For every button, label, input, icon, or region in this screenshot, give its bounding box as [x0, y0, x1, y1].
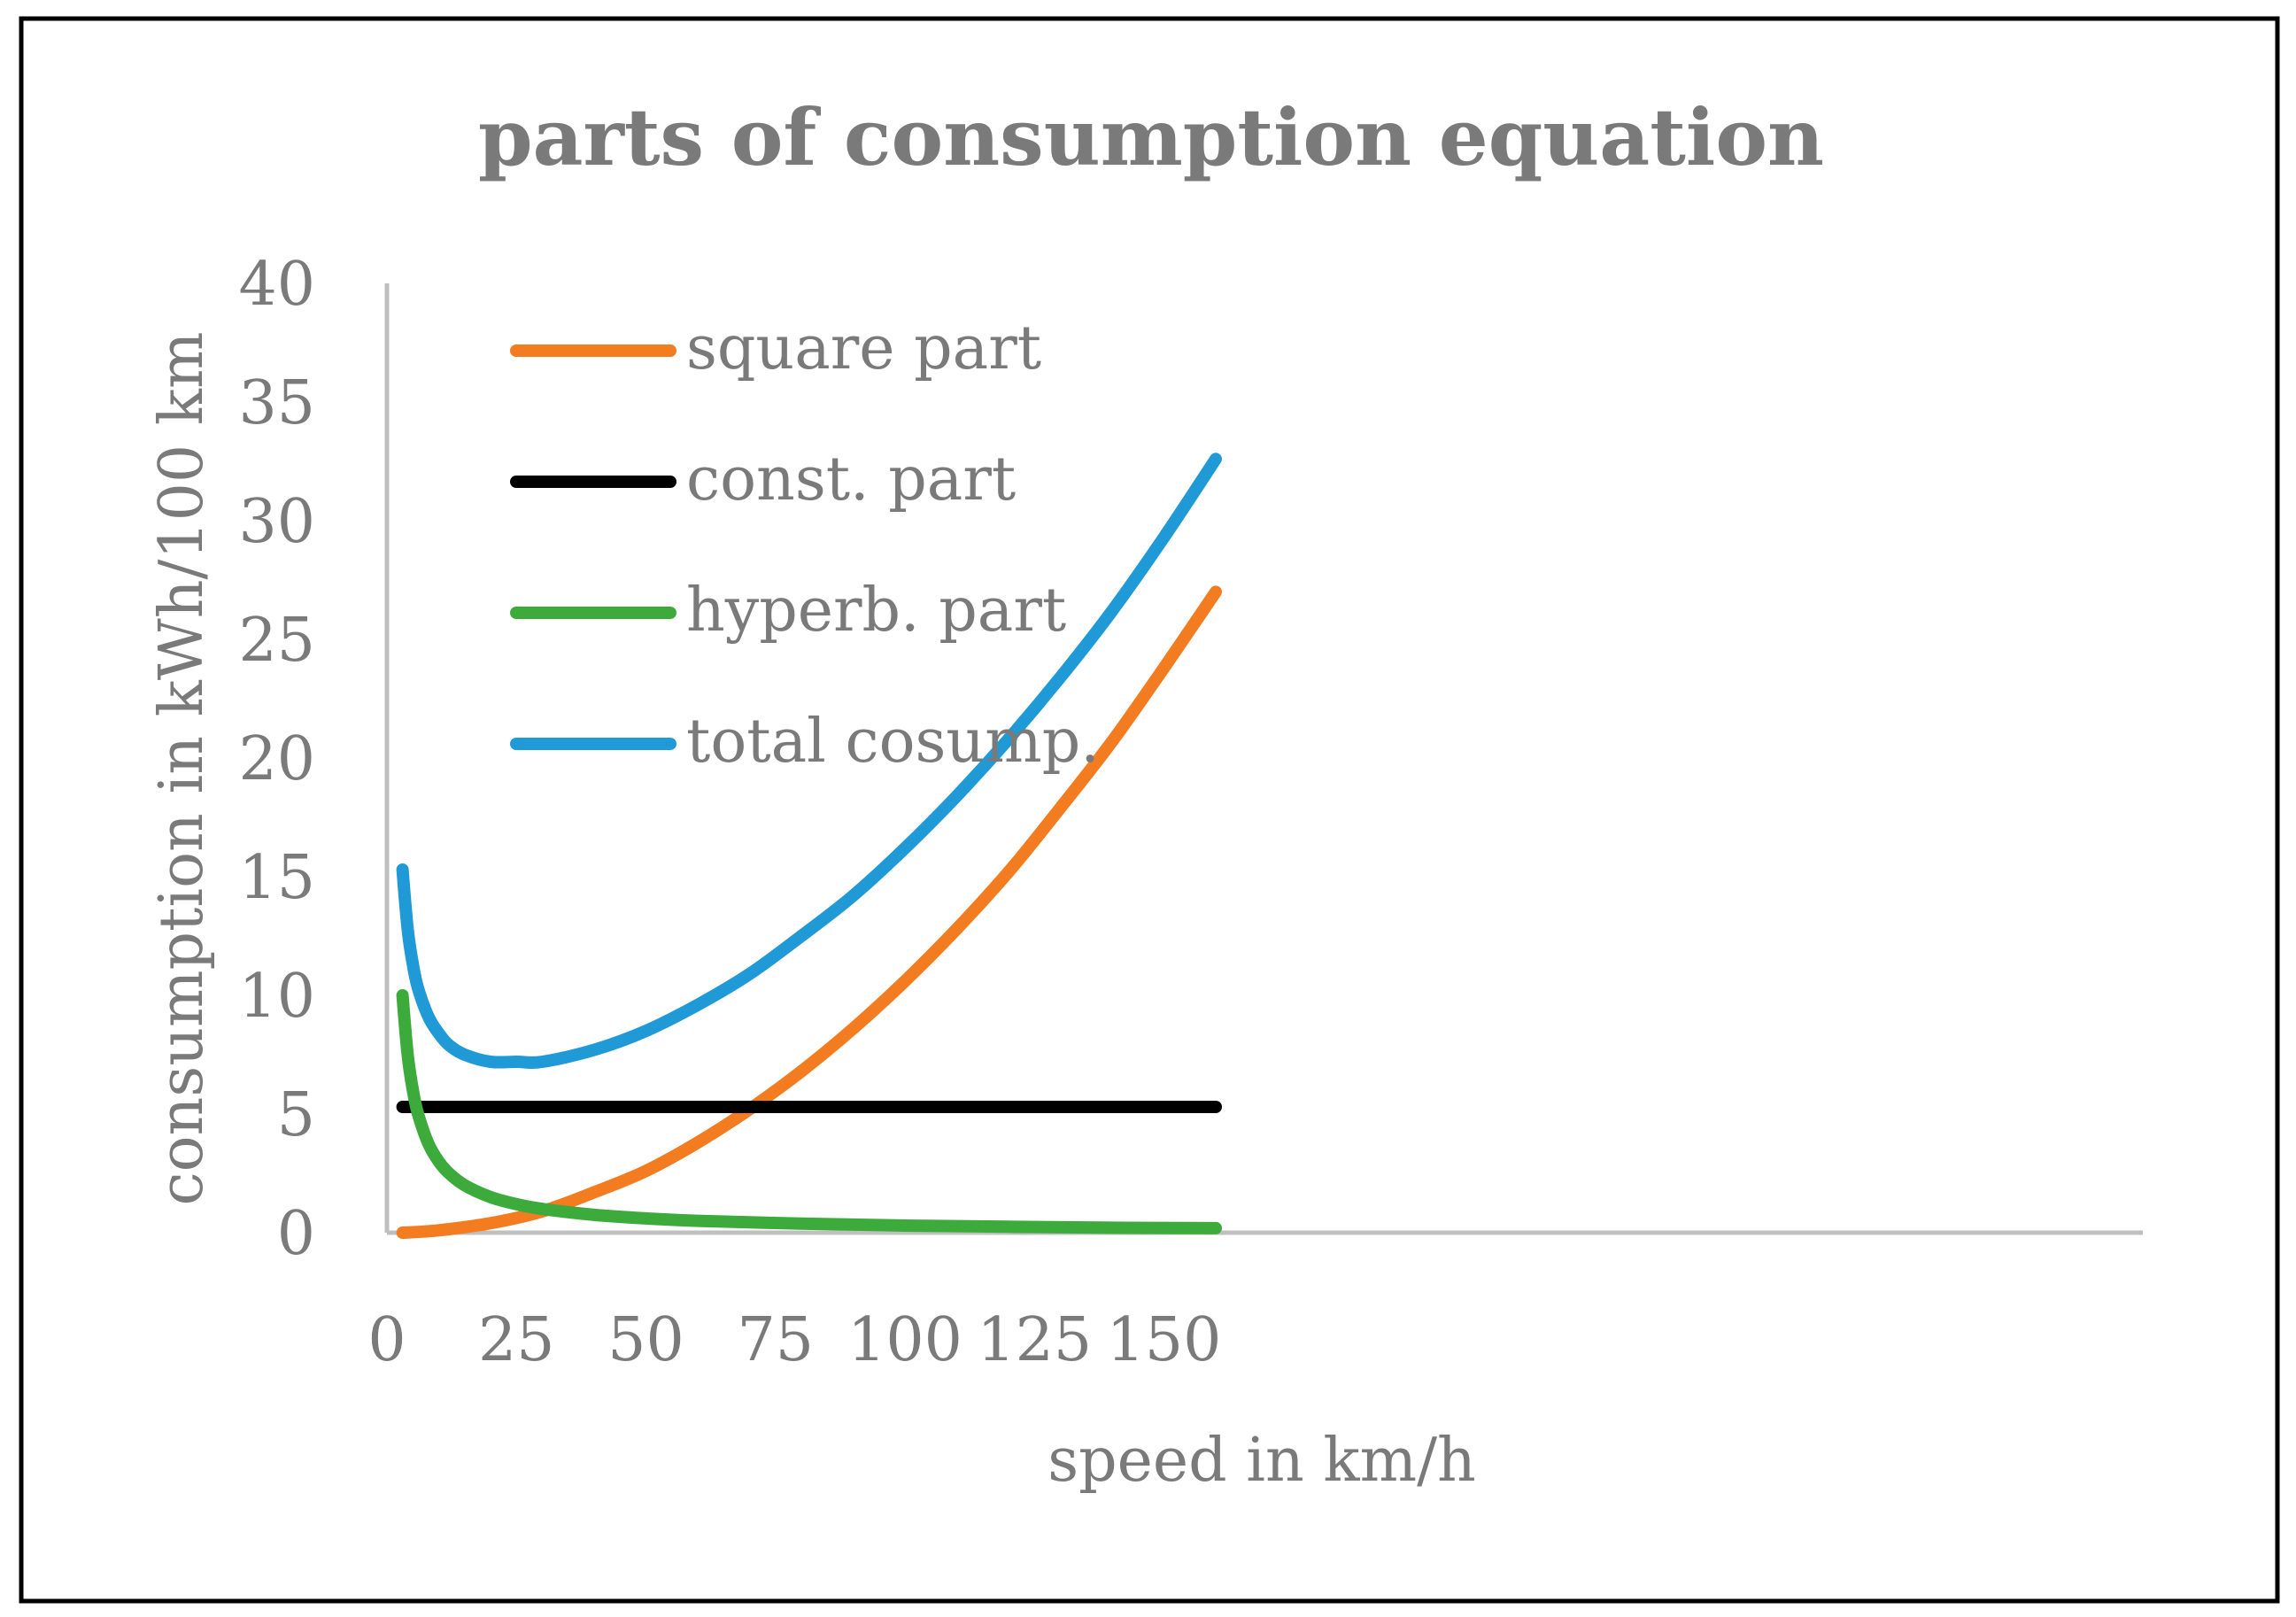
x-tick-label: 25: [478, 1305, 555, 1375]
legend-label-hyperb-part: hyperb. part: [686, 576, 1066, 646]
y-tick-label: 0: [277, 1199, 315, 1269]
legend-label-const-part: const. part: [686, 445, 1016, 514]
chart-frame: [19, 16, 2280, 1604]
series-line-total-cosump: [396, 453, 1222, 1070]
series-lines: [396, 453, 1222, 1239]
x-tick-label: 75: [737, 1305, 814, 1375]
series-line-hyperb-part: [396, 989, 1222, 1234]
x-tick-labels: 0 25 50 75 100 125 150: [367, 1305, 1221, 1375]
chart-title: parts of consumption equation: [478, 91, 1824, 183]
y-tick-label: 30: [238, 487, 315, 557]
legend-label-square-part: square part: [686, 313, 1041, 383]
y-tick-label: 10: [238, 962, 315, 1032]
y-tick-labels: 0 5 10 15 20 25 30 35 40: [238, 250, 315, 1269]
x-axis-label: speed in km/h: [1048, 1426, 1476, 1496]
legend: square part const. part hyperb. part total …: [510, 313, 1100, 777]
y-tick-label: 25: [238, 606, 315, 676]
y-tick-label: 35: [238, 368, 315, 438]
x-tick-label: 125: [977, 1305, 1092, 1375]
x-tick-label: 150: [1107, 1305, 1222, 1375]
legend-label-total-cosump: total cosump.: [686, 707, 1100, 777]
y-axis-label: consumption in kWh/100 km: [147, 332, 217, 1206]
x-tick-label: 0: [367, 1305, 406, 1375]
y-tick-label: 15: [238, 843, 315, 913]
y-tick-label: 20: [238, 724, 315, 794]
y-tick-label: 40: [238, 250, 315, 320]
y-tick-label: 5: [277, 1080, 315, 1150]
x-tick-label: 50: [607, 1305, 684, 1375]
x-tick-label: 100: [847, 1305, 962, 1375]
